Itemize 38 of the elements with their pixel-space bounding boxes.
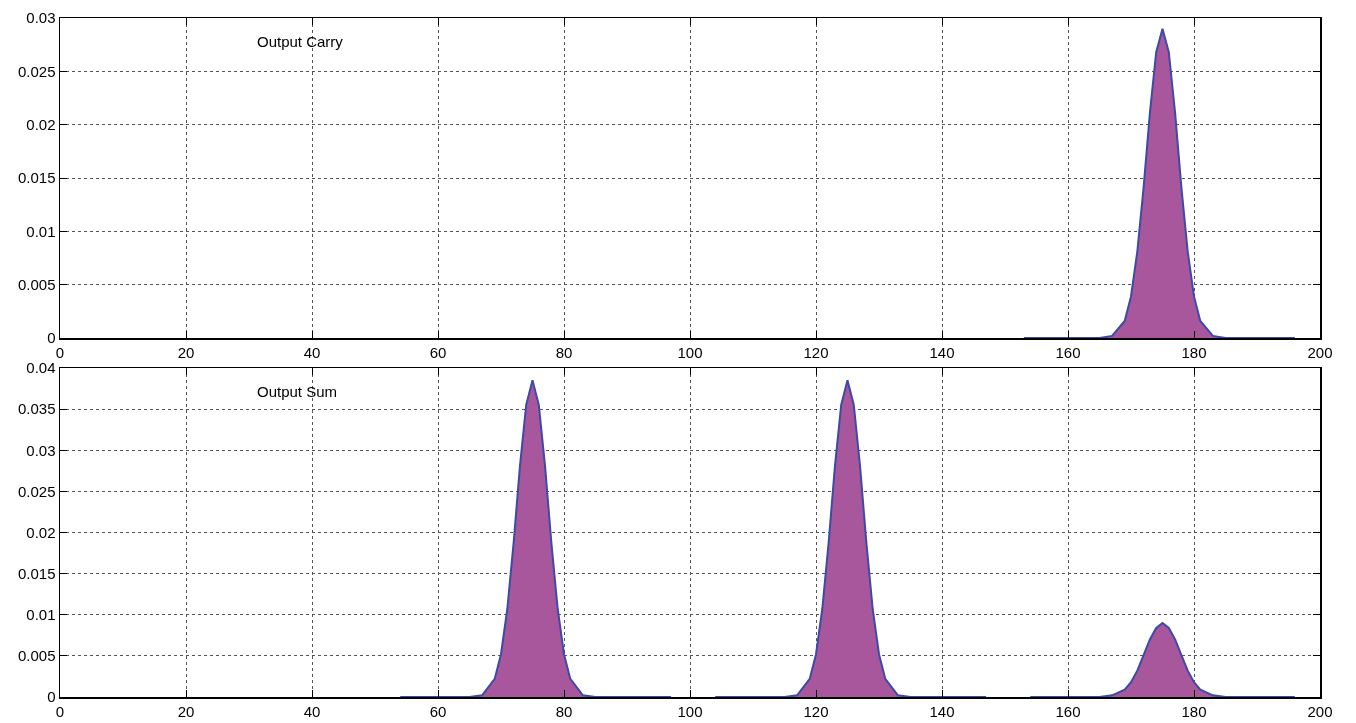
x-tick-label: 60 (429, 702, 447, 720)
x-tick-label: 180 (1181, 343, 1207, 361)
x-tick-label: 140 (929, 702, 955, 720)
x-tick-label: 140 (929, 343, 955, 361)
x-tick-label: 80 (555, 343, 573, 361)
y-tick-label: 0.035 (17, 400, 56, 418)
y-tick-label: 0.005 (17, 647, 56, 665)
y-tick-label: 0.025 (17, 62, 56, 80)
y-tick-label: 0 (47, 329, 56, 347)
y-tick-label: 0.02 (26, 523, 56, 541)
y-tick-label: 0.015 (17, 564, 56, 582)
x-tick-label: 120 (803, 702, 829, 720)
y-tick-label: 0.01 (26, 222, 56, 240)
y-tick-label: 0.01 (26, 606, 56, 623)
x-tick-label: 40 (303, 343, 321, 361)
x-tick-label: 120 (803, 343, 829, 361)
x-tick-label: 160 (1055, 343, 1081, 361)
y-tick-label: 0.015 (17, 169, 56, 187)
x-tick-label: 20 (177, 702, 195, 720)
x-tick-label: 100 (677, 343, 703, 361)
x-tick-label: 200 (1307, 343, 1333, 361)
y-tick-label: 0 (47, 688, 56, 706)
x-tick-label: 20 (177, 343, 195, 361)
annotation: Output Sum (257, 383, 338, 400)
x-tick-label: 60 (429, 343, 447, 361)
y-tick-label: 0.02 (26, 115, 56, 133)
y-tick-label: 0.03 (26, 441, 56, 459)
x-tick-label: 80 (555, 702, 573, 720)
y-tick-label: 0.005 (17, 275, 56, 293)
y-tick-label: 0.03 (26, 9, 56, 27)
x-tick-label: 40 (303, 702, 321, 720)
x-tick-label: 200 (1307, 702, 1333, 720)
y-tick-label: 0.04 (26, 359, 56, 377)
x-tick-label: 100 (677, 702, 703, 720)
x-tick-label: 160 (1055, 702, 1081, 720)
annotation: Output Carry (257, 33, 344, 50)
y-tick-label: 0.025 (17, 482, 56, 500)
x-tick-label: 180 (1181, 702, 1207, 720)
